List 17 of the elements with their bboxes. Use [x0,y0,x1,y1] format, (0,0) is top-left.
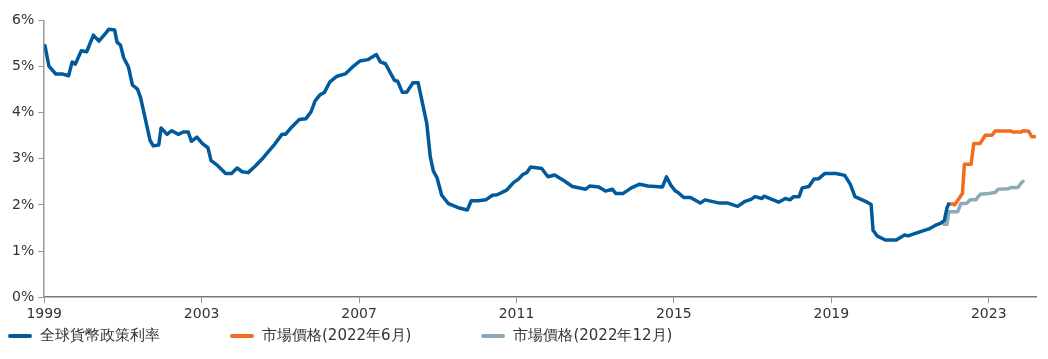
legend-label: 市場價格(2022年6月) [262,326,412,345]
y-tick-label: 4% [11,103,35,120]
legend-label: 市場價格(2022年12月) [513,326,673,345]
x-tick-label: 1999 [26,305,63,322]
y-tick-label: 2% [11,195,35,212]
y-tick-label: 6% [11,11,35,28]
legend-label: 全球貨幣政策利率 [40,326,160,345]
y-tick-label: 5% [11,57,35,74]
y-tick-label: 1% [11,241,35,258]
x-tick-label: 2003 [183,305,220,322]
x-tick-label: 2011 [498,305,535,322]
x-tick-label: 2023 [970,305,1007,322]
x-tick-label: 2007 [341,305,377,322]
x-tick-label: 2015 [656,305,692,322]
y-tick-label: 3% [11,149,35,166]
x-tick-label: 2019 [813,305,850,322]
y-tick-label: 0% [11,287,35,304]
